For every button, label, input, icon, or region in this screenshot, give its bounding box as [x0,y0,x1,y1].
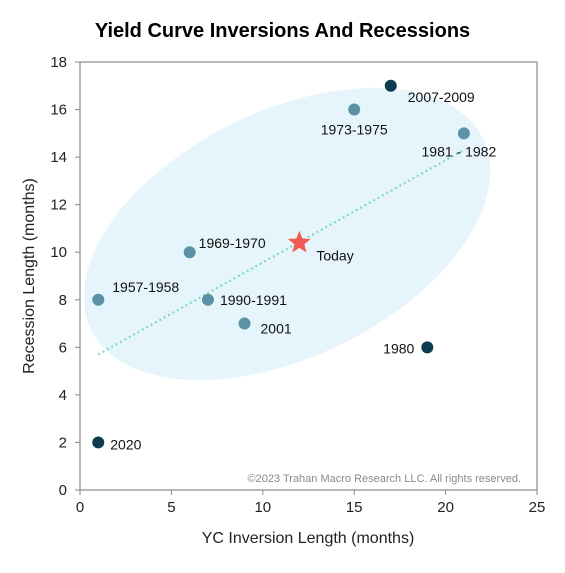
y-tick-label: 10 [50,244,67,261]
data-point [384,79,397,92]
y-tick-label: 14 [50,149,67,166]
confidence-ellipse [83,87,491,381]
y-tick-label: 8 [59,292,67,309]
today-marker-group: Today [287,230,354,264]
x-tick-label: 10 [254,499,271,516]
data-point-label: 2007-2009 [408,89,475,105]
y-axis-label: Recession Length (months) [21,178,38,374]
data-point-label: 1969-1970 [199,235,266,251]
plot-frame [79,61,538,491]
data-point [457,127,470,140]
data-point [92,293,105,306]
x-tick-label: 0 [76,499,84,516]
copyright-text: ©2023 Trahan Macro Research LLC. All rig… [248,473,521,485]
today-label: Today [316,248,353,264]
axis-ticks: 0 5 10 15 20 25 0 2 4 6 8 10 12 14 16 18 [50,54,545,516]
data-point [238,317,251,330]
data-point-label: 1981 - 1982 [422,143,497,159]
data-point-label: 1990-1991 [220,292,287,308]
x-tick-label: 15 [346,499,363,516]
x-tick-label: 5 [167,499,175,516]
data-point-label: 2001 [261,321,292,337]
x-tick-label: 20 [437,499,454,516]
data-point [421,341,434,354]
chart-title: Yield Curve Inversions And Recessions [94,20,471,42]
x-tick-label: 25 [529,499,546,516]
data-point-label: 2020 [110,436,141,452]
today-star-marker [287,230,311,253]
data-points: 1957-1958 1969-1970 1990-1991 2001 1973-1975… [92,79,497,452]
y-tick-label: 2 [59,434,67,451]
y-tick-label: 16 [50,102,67,119]
data-point [201,293,214,306]
data-point [92,436,105,449]
y-tick-label: 0 [59,482,67,499]
data-point-label: 1973-1975 [321,122,388,138]
data-point-label: 1957-1958 [112,279,179,295]
data-point-label: 1980 [383,340,414,356]
y-tick-label: 4 [59,387,67,404]
data-point [348,103,361,116]
y-tick-label: 18 [50,54,67,71]
y-tick-label: 12 [50,197,67,214]
data-point [183,246,196,259]
x-axis-label: YC Inversion Length (months) [202,530,415,547]
y-tick-label: 6 [59,339,67,356]
